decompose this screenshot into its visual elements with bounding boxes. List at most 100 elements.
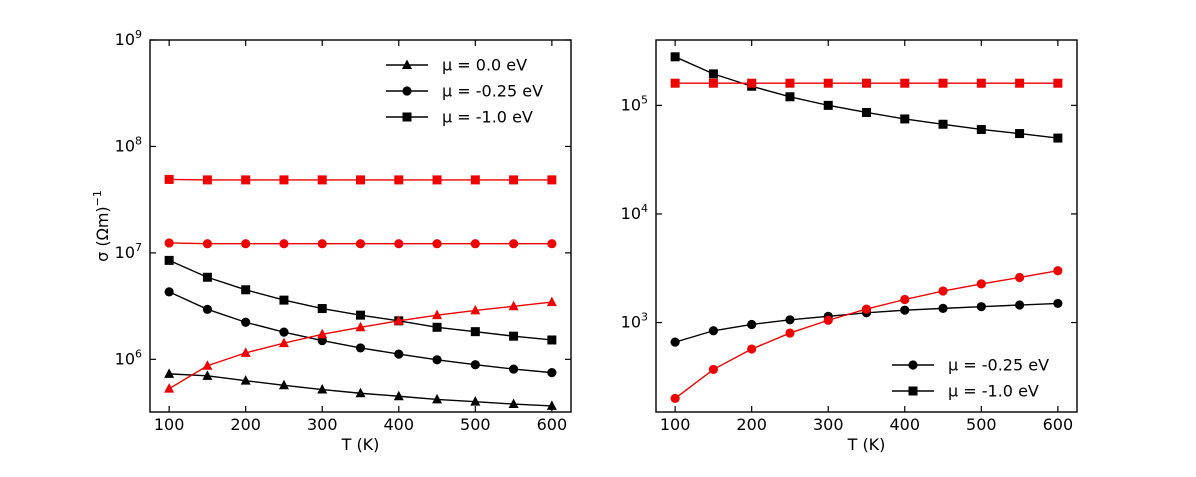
- left-data-point: [279, 296, 288, 305]
- left-data-point: [471, 175, 480, 184]
- right-data-point: [977, 302, 986, 311]
- right-data-point: [1015, 273, 1024, 282]
- right-y-tick-label: 104: [621, 202, 648, 223]
- right-legend-label: μ = -0.25 eV: [948, 356, 1049, 375]
- left-x-tick-label: 400: [383, 415, 414, 434]
- left-x-tick-label: 200: [230, 415, 261, 434]
- right-data-point: [785, 92, 794, 101]
- left-data-point: [241, 239, 250, 248]
- right-data-point: [709, 79, 718, 88]
- left-data-point: [318, 175, 327, 184]
- left-y-tick-label: 107: [115, 241, 142, 262]
- left-data-point: [509, 239, 518, 248]
- right-data-point: [1015, 300, 1024, 309]
- left-legend-marker: [403, 113, 412, 122]
- left-data-point: [394, 349, 403, 358]
- left-y-tick-exponent: 9: [135, 28, 142, 41]
- right-data-point: [747, 320, 756, 329]
- left-y-tick-base: 10: [115, 136, 135, 155]
- right-data-point: [709, 69, 718, 78]
- left-data-point: [241, 175, 250, 184]
- right-data-point: [747, 344, 756, 353]
- left-series-line: [169, 292, 552, 373]
- left-data-point: [547, 335, 556, 344]
- right-data-point: [824, 316, 833, 325]
- left-data-point: [432, 239, 441, 248]
- left-y-tick-exponent: 8: [135, 134, 142, 147]
- right-y-tick-base: 10: [621, 95, 641, 114]
- left-data-point: [203, 305, 212, 314]
- left-data-point: [356, 239, 365, 248]
- left-data-point: [356, 343, 365, 352]
- right-data-point: [824, 79, 833, 88]
- right-data-point: [862, 79, 871, 88]
- left-data-point: [279, 175, 288, 184]
- left-data-point: [547, 175, 556, 184]
- right-data-point: [862, 108, 871, 117]
- left-x-tick-label: 600: [537, 415, 568, 434]
- right-data-point: [671, 52, 680, 61]
- left-data-point: [165, 175, 174, 184]
- left-data-point: [547, 368, 556, 377]
- right-data-point: [1053, 266, 1062, 275]
- right-data-point: [671, 79, 680, 88]
- right-data-point: [977, 279, 986, 288]
- right-y-tick-base: 10: [621, 204, 641, 223]
- right-x-tick-label: 100: [660, 415, 691, 434]
- right-legend-marker: [909, 387, 918, 396]
- left-y-tick-base: 10: [115, 243, 135, 262]
- left-data-point: [318, 304, 327, 313]
- right-data-point: [900, 306, 909, 315]
- left-data-point: [164, 383, 174, 393]
- left-data-point: [164, 368, 174, 378]
- right-legend: μ = -0.25 eVμ = -1.0 eV: [892, 356, 1049, 401]
- left-x-tick-label: 100: [154, 415, 185, 434]
- right-x-tick-label: 600: [1043, 415, 1074, 434]
- right-data-point: [862, 304, 871, 313]
- right-data-point: [977, 79, 986, 88]
- right-data-point: [671, 338, 680, 347]
- left-data-point: [279, 239, 288, 248]
- right-x-axis-label: T (K): [847, 435, 886, 454]
- left-data-point: [203, 273, 212, 282]
- right-x-tick-label: 300: [813, 415, 844, 434]
- left-data-point: [394, 175, 403, 184]
- right-data-point: [938, 286, 947, 295]
- left-legend-label: μ = -1.0 eV: [442, 108, 533, 127]
- y-axis-label-main: σ (Ωm): [93, 206, 112, 262]
- left-y-tick-exponent: 7: [135, 241, 142, 254]
- right-data-point: [1053, 79, 1062, 88]
- left-data-point: [241, 318, 250, 327]
- right-y-tick-exponent: 3: [641, 311, 648, 324]
- left-legend-marker: [402, 60, 412, 70]
- right-y-tick-base: 10: [621, 313, 641, 332]
- left-x-tick-label: 300: [307, 415, 338, 434]
- left-legend-label: μ = 0.0 eV: [442, 56, 527, 75]
- left-data-point: [471, 360, 480, 369]
- right-data-point: [709, 365, 718, 374]
- left-y-tick-exponent: 6: [135, 347, 142, 360]
- left-data-point: [165, 256, 174, 265]
- left-data-point: [509, 332, 518, 341]
- right-data-point: [671, 394, 680, 403]
- right-data-point: [1053, 134, 1062, 143]
- left-data-point: [433, 323, 442, 332]
- right-data-point: [938, 304, 947, 313]
- left-data-point: [356, 311, 365, 320]
- right-y-tick-exponent: 4: [641, 202, 648, 215]
- right-data-point: [900, 295, 909, 304]
- left-data-point: [356, 175, 365, 184]
- right-legend-marker: [908, 360, 917, 369]
- left-data-point: [547, 297, 557, 307]
- left-data-point: [203, 239, 212, 248]
- left-data-point: [318, 239, 327, 248]
- right-y-tick-exponent: 5: [641, 93, 648, 106]
- right-data-point: [785, 79, 794, 88]
- left-y-tick-label: 108: [115, 134, 142, 155]
- left-data-point: [203, 175, 212, 184]
- left-data-point: [509, 364, 518, 373]
- left-data-point: [165, 238, 174, 247]
